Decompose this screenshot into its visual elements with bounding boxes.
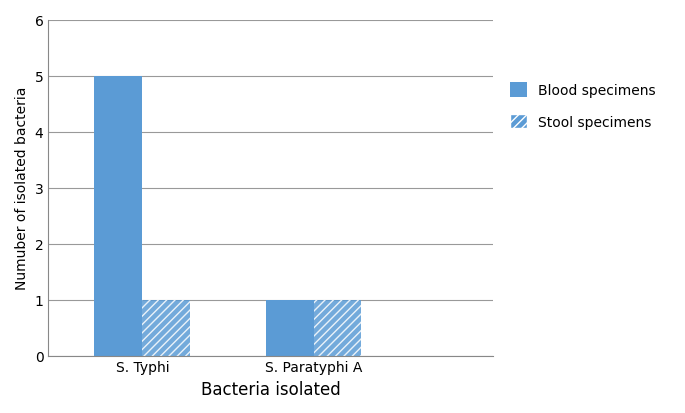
Bar xyxy=(95,76,142,356)
Bar xyxy=(142,300,190,356)
Bar xyxy=(266,300,314,356)
X-axis label: Bacteria isolated: Bacteria isolated xyxy=(201,380,340,398)
Y-axis label: Numuber of isolated bacteria: Numuber of isolated bacteria xyxy=(15,87,29,290)
Bar xyxy=(314,300,362,356)
Legend: Blood specimens, Stool specimens: Blood specimens, Stool specimens xyxy=(505,78,661,135)
